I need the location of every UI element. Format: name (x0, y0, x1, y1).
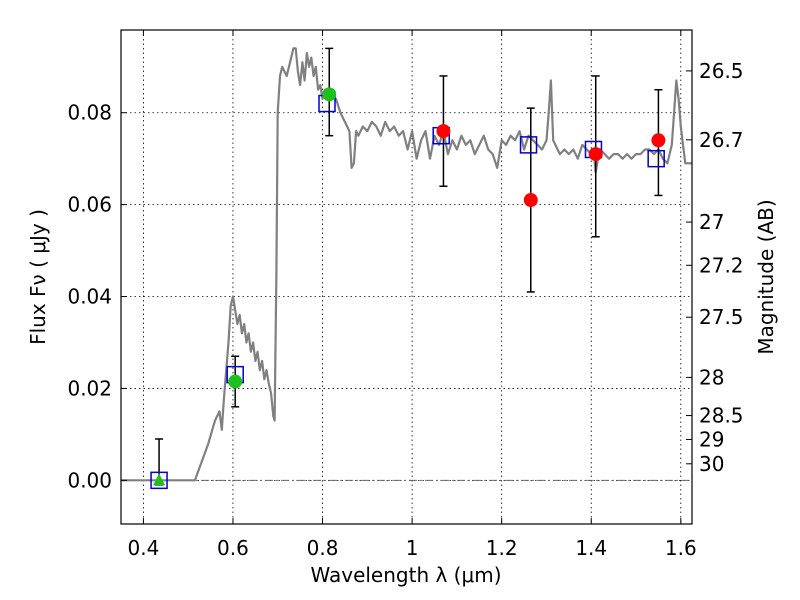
x-tick-label: 1.6 (665, 536, 697, 560)
ticks-layer (121, 30, 692, 524)
y-tick-label: 0.00 (67, 468, 112, 492)
model-flux-layer (150, 94, 665, 490)
y-tick-label: 0.02 (67, 376, 112, 400)
model-sed-line (121, 47, 692, 482)
magnitude-tick-label: 27.2 (699, 253, 744, 277)
model-flux-square (647, 149, 665, 168)
upper-limit-marker (153, 473, 166, 486)
right-axis-title: Magnitude (AB) (754, 199, 778, 354)
x-tick-label: 1 (406, 536, 419, 560)
magnitude-tick-label: 29 (699, 427, 724, 451)
measured-flux-layer (228, 87, 666, 389)
magnitude-tick-label: 28 (699, 365, 724, 389)
y-tick-labels: 0.00 0.02 0.04 0.06 0.08 (67, 101, 112, 493)
grid-layer (121, 30, 692, 524)
y-tick-label: 0.08 (67, 101, 112, 125)
x-tick-label: 0.4 (127, 536, 159, 560)
x-tick-label: 1.2 (486, 536, 518, 560)
upper-limit-layer (153, 473, 166, 486)
magnitude-tick-label: 27 (699, 210, 724, 234)
magnitude-tick-label: 28.5 (699, 404, 744, 428)
x-tick-label: 1.4 (575, 536, 607, 560)
y-tick-label: 0.06 (67, 193, 112, 217)
x-tick-labels: 0.4 0.6 0.8 1 1.2 1.4 1.6 (127, 536, 696, 560)
measured-flux-point (322, 87, 337, 102)
measured-flux-point (588, 147, 603, 162)
measured-flux-point (651, 133, 666, 148)
x-tick-label: 0.8 (307, 536, 339, 560)
measured-flux-point (436, 124, 451, 139)
error-bar-layer (155, 47, 663, 486)
model-flux-square (519, 136, 538, 154)
y-axis-title: Flux Fν ( μJy ) (26, 209, 50, 345)
x-axis-title: Wavelength λ (μm) (310, 563, 501, 587)
magnitude-tick-label: 30 (699, 452, 724, 476)
sed-layer (121, 47, 692, 482)
x-tick-label: 0.6 (217, 536, 249, 560)
magnitude-tick-label: 26.7 (699, 128, 744, 152)
magnitude-tick-label: 26.5 (699, 59, 744, 83)
measured-flux-point (523, 193, 538, 208)
magnitude-tick-label: 27.5 (699, 305, 744, 329)
model-flux-square (150, 471, 168, 490)
y-tick-label: 0.04 (67, 285, 112, 309)
measured-flux-point (228, 374, 243, 389)
plot-frame (120, 29, 693, 525)
